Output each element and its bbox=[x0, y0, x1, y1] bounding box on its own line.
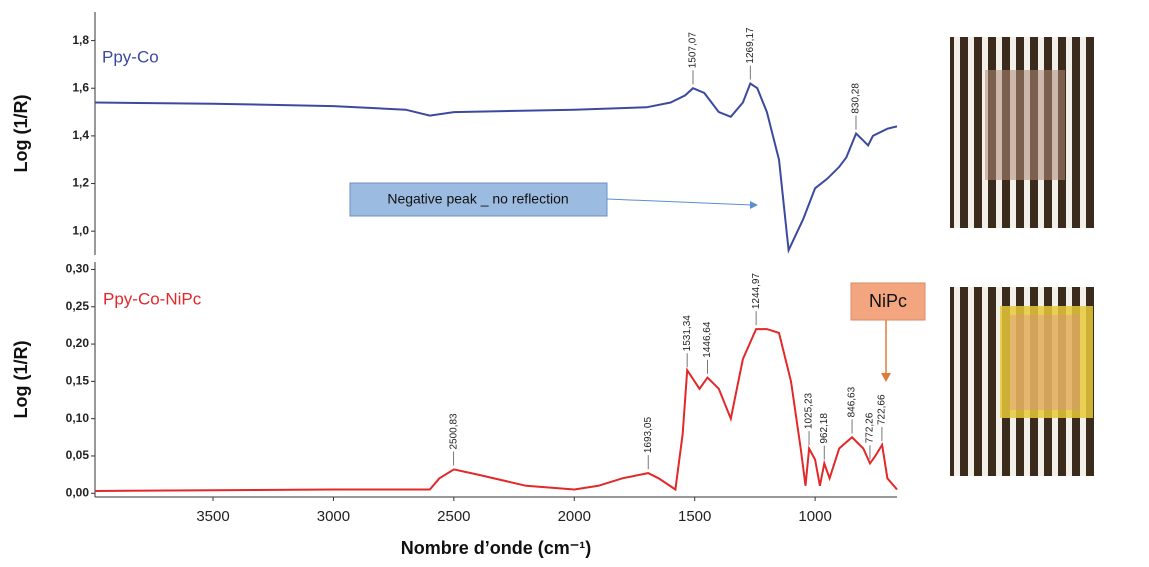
peak-label: 1446,64 bbox=[702, 321, 713, 358]
y-tick-label: 1,4 bbox=[72, 128, 89, 142]
peak-label: 722,66 bbox=[877, 394, 888, 425]
peak-label: 2500,83 bbox=[448, 413, 459, 450]
y-tick-label: 1,8 bbox=[72, 33, 89, 47]
annotation: Negative peak _ no reflection bbox=[387, 191, 568, 207]
peak-label: 1269,17 bbox=[745, 27, 756, 64]
y-tick-label: 0,05 bbox=[66, 448, 90, 462]
annotation: NiPc bbox=[869, 291, 907, 311]
y-tick-label: 0,25 bbox=[66, 299, 90, 313]
peak-label: 1025,23 bbox=[804, 392, 815, 429]
x-tick-label: 3500 bbox=[196, 508, 229, 525]
peak-label: 846,63 bbox=[847, 386, 858, 417]
arrow-head bbox=[881, 373, 891, 382]
peak-label: 1507,07 bbox=[688, 32, 699, 69]
x-tick-label: 2000 bbox=[558, 508, 591, 525]
x-tick-label: 3000 bbox=[317, 508, 350, 525]
annotation-arrow bbox=[606, 198, 753, 206]
x-axis-title: Nombre d’onde (cm⁻¹) bbox=[401, 538, 592, 558]
y-tick-label: 1,2 bbox=[72, 176, 89, 190]
series-line bbox=[94, 81, 898, 254]
peak-label: 830,28 bbox=[851, 83, 862, 114]
series-label: Ppy-Co bbox=[102, 47, 159, 66]
y-tick-label: 0,15 bbox=[66, 374, 90, 388]
series-label: Ppy-Co-NiPc bbox=[103, 289, 202, 308]
y-tick-label: 0,00 bbox=[66, 485, 90, 499]
y-tick-label: 0,20 bbox=[66, 336, 90, 350]
y-tick-label: 0,10 bbox=[66, 411, 90, 425]
y-tick-label: 0,30 bbox=[66, 262, 90, 276]
x-tick-label: 1000 bbox=[798, 508, 831, 525]
peak-label: 1244,97 bbox=[751, 273, 762, 310]
series-line bbox=[94, 328, 898, 492]
sample-image-top bbox=[950, 37, 1094, 228]
y-axis-title: Log (1/R) bbox=[11, 341, 31, 419]
y-axis-title: Log (1/R) bbox=[11, 95, 31, 173]
peak-label: 962,18 bbox=[819, 413, 830, 444]
peak-label: 772,26 bbox=[865, 412, 876, 443]
x-tick-label: 1500 bbox=[678, 508, 711, 525]
x-tick-label: 2500 bbox=[437, 508, 470, 525]
peak-label: 1531,34 bbox=[682, 315, 693, 352]
y-tick-label: 1,6 bbox=[72, 80, 89, 94]
annotation-box bbox=[850, 282, 926, 321]
y-tick-label: 1,0 bbox=[72, 223, 89, 237]
arrow-head bbox=[750, 201, 758, 209]
peak-label: 1693,05 bbox=[643, 417, 654, 454]
sample-image-bottom bbox=[950, 287, 1094, 476]
